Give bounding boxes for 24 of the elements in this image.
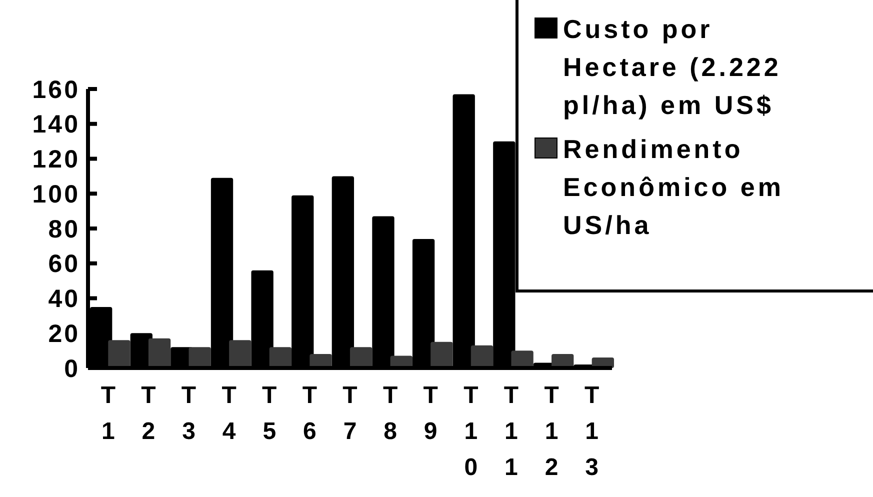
legend-label: Rendimento Econômico em US/ha: [563, 134, 784, 240]
y-tick-label: 160: [32, 76, 80, 104]
x-tick-label: T6: [302, 382, 318, 445]
y-tick-label: 120: [32, 146, 80, 174]
x-tick-label: T10: [464, 382, 479, 481]
legend-label: Custo por Hectare (2.222 pl/ha) em US$: [563, 14, 782, 120]
x-tick-label: T5: [262, 382, 278, 445]
x-tick-label: T1: [100, 382, 116, 445]
x-tick-label: T9: [423, 382, 438, 445]
y-tick-label: 0: [64, 354, 80, 383]
y-tick-label: 60: [48, 250, 80, 278]
y-tick-label: 80: [48, 215, 80, 244]
x-tick-label: T3: [181, 382, 196, 445]
y-tick-label: 100: [32, 180, 80, 208]
x-tick-label: T12: [544, 382, 560, 481]
x-tick-label: T4: [222, 382, 237, 445]
x-tick-label: T2: [141, 382, 156, 445]
y-tick-label: 40: [48, 285, 80, 313]
x-tick-label: T8: [382, 382, 398, 445]
y-tick-label: 20: [48, 320, 80, 348]
x-tick-label: T11: [504, 382, 519, 481]
y-tick-label: 140: [32, 110, 80, 139]
x-tick-label: T7: [342, 382, 358, 445]
x-tick-label: T13: [584, 382, 600, 481]
